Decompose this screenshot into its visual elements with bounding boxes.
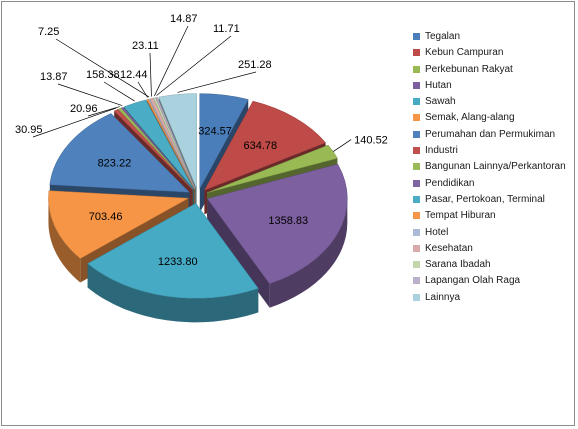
leader-line-pasar-pertokoan-terminal bbox=[103, 81, 135, 102]
data-label-perumahan-dan-permukiman: 823.22 bbox=[98, 158, 132, 170]
leader-line-kesehatan bbox=[149, 52, 152, 97]
legend-swatch bbox=[413, 98, 420, 106]
legend-swatch bbox=[413, 244, 420, 252]
pie-slice-lapangan-olah-raga bbox=[155, 97, 196, 189]
legend-swatch bbox=[413, 261, 420, 269]
legend-item-pasar-pertokoan-terminal: Pasar, Pertokoan, Terminal bbox=[413, 193, 573, 209]
pie-slice-tegalan bbox=[199, 93, 249, 189]
legend-label: Tegalan bbox=[425, 31, 461, 42]
legend-label: Hutan bbox=[425, 79, 452, 91]
data-label-kebun-campuran: 634.78 bbox=[244, 140, 278, 152]
data-label-perkebunan-rakyat: 140.52 bbox=[354, 135, 388, 147]
data-label-industri: 30.95 bbox=[15, 124, 43, 136]
legend-item-bangunan-lainnya-perkantoran: Bangunan Lainnya/Perkantoran bbox=[413, 160, 573, 176]
legend-item-kesehatan: Kesehatan bbox=[413, 242, 573, 258]
legend-item-tegalan: Tegalan bbox=[413, 30, 573, 46]
legend-swatch bbox=[413, 147, 420, 155]
pie-slice-perumahan-dan-permukiman bbox=[49, 113, 190, 193]
data-label-hutan: 1358.83 bbox=[268, 215, 308, 227]
leader-line-sarana-ibadah bbox=[154, 25, 189, 97]
leader-line-bangunan-lainnya-perkantoran bbox=[87, 106, 120, 117]
legend-swatch bbox=[413, 212, 420, 220]
legend-swatch bbox=[413, 163, 420, 171]
legend-item-industri: Industri bbox=[413, 144, 573, 160]
data-label-pasar-pertokoan-terminal: 158.38 bbox=[86, 69, 120, 81]
legend-item-hutan: Hutan bbox=[413, 79, 573, 95]
pie-slice-pendidikan bbox=[120, 106, 194, 190]
pie-slice-semak-alang-alang bbox=[48, 190, 190, 259]
data-label-hotel: 7.25 bbox=[38, 26, 59, 38]
legend-item-kebun-campuran: Kebun Campuran bbox=[413, 46, 573, 62]
pie-slice-sawah bbox=[87, 203, 259, 299]
pie-slice-kebun-campuran bbox=[203, 100, 327, 191]
legend-item-lapangan-olah-raga: Lapangan Olah Raga bbox=[413, 274, 573, 290]
pie-slice-pasar-pertokoan-terminal bbox=[123, 99, 194, 190]
legend-swatch bbox=[413, 228, 420, 236]
data-label-kesehatan: 23.11 bbox=[132, 40, 159, 52]
legend-item-hotel: Hotel bbox=[413, 226, 573, 242]
legend-item-sarana-ibadah: Sarana Ibadah bbox=[413, 258, 573, 274]
legend-label: Hotel bbox=[425, 226, 449, 238]
legend-item-lainnya: Lainnya bbox=[413, 291, 573, 307]
legend-swatch bbox=[413, 49, 420, 57]
legend-label: Semak, Alang-alang bbox=[425, 112, 515, 124]
legend-swatch bbox=[413, 130, 420, 138]
legend-swatch bbox=[413, 114, 420, 122]
legend-swatch bbox=[413, 81, 420, 89]
legend-label: Lapangan Olah Raga bbox=[425, 275, 521, 287]
data-label-sawah: 1233.80 bbox=[158, 256, 198, 268]
data-label-tempat-hiburan: 12.44 bbox=[120, 69, 148, 81]
legend-swatch bbox=[413, 179, 420, 187]
data-label-tegalan: 324.57 bbox=[198, 126, 232, 138]
leader-line-hotel bbox=[55, 38, 150, 98]
legend-item-semak-alang-alang: Semak, Alang-alang bbox=[413, 111, 573, 127]
legend-label: Pendidikan bbox=[425, 177, 475, 189]
legend-label: Perumahan dan Permukiman bbox=[425, 128, 556, 140]
legend-label: Perkebunan Rakyat bbox=[425, 63, 513, 75]
legend-swatch bbox=[413, 33, 420, 40]
legend-swatch bbox=[413, 195, 420, 203]
legend-label: Sawah bbox=[425, 96, 456, 108]
leader-line-lainnya bbox=[177, 71, 257, 93]
data-label-lainnya: 251.28 bbox=[238, 59, 272, 71]
pie-slice-lainnya bbox=[158, 93, 197, 189]
legend-label: Pasar, Pertokoan, Terminal bbox=[425, 193, 545, 205]
legend-label: Kebun Campuran bbox=[425, 47, 504, 59]
legend-swatch bbox=[413, 65, 420, 73]
data-label-sarana-ibadah: 14.87 bbox=[170, 13, 198, 25]
data-label-pendidikan: 13.87 bbox=[40, 71, 68, 83]
pie-slice-industri bbox=[113, 108, 193, 190]
data-label-lapangan-olah-raga: 11.71 bbox=[213, 23, 240, 35]
data-label-bangunan-lainnya-perkantoran: 20.96 bbox=[70, 103, 98, 115]
leader-line-lapangan-olah-raga bbox=[156, 35, 232, 96]
legend-label: Industri bbox=[425, 145, 458, 157]
leader-line-industri bbox=[32, 107, 117, 138]
pie-slice-hutan bbox=[206, 163, 348, 285]
leader-line-pendidikan bbox=[57, 83, 123, 106]
data-label-semak-alang-alang: 703.46 bbox=[89, 211, 123, 223]
legend-swatch bbox=[413, 293, 420, 301]
legend-item-pendidikan: Pendidikan bbox=[413, 177, 573, 193]
legend-label: Kesehatan bbox=[425, 242, 473, 254]
leader-line-perkebunan-rakyat bbox=[332, 139, 352, 152]
legend-item-perumahan-dan-permukiman: Perumahan dan Permukiman bbox=[413, 128, 573, 144]
legend-item-perkebunan-rakyat: Perkebunan Rakyat bbox=[413, 63, 573, 79]
legend-label: Tempat Hiburan bbox=[425, 210, 496, 222]
legend-label: Lainnya bbox=[425, 291, 461, 303]
legend-swatch bbox=[413, 277, 420, 285]
chart-legend: Tegalan Kebun Campuran Perkebunan Rakyat Hu… bbox=[413, 30, 573, 307]
legend-label: Sarana Ibadah bbox=[425, 259, 491, 271]
legend-item-tempat-hiburan: Tempat Hiburan bbox=[413, 209, 573, 225]
legend-item-sawah: Sawah bbox=[413, 95, 573, 111]
legend-label: Bangunan Lainnya/Perkantoran bbox=[425, 161, 566, 173]
